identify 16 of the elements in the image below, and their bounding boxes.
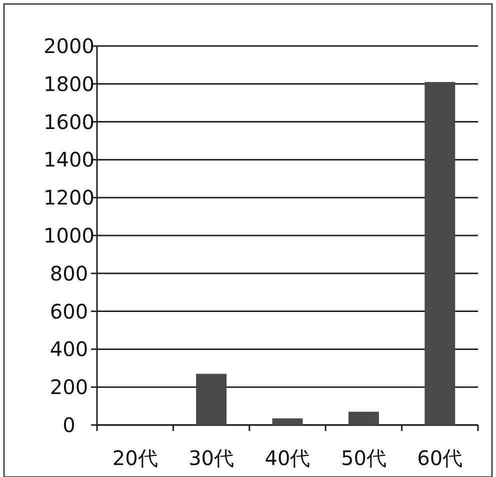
x-tick-label: 50代 [340, 446, 386, 470]
x-tick-label: 60代 [417, 446, 463, 470]
x-tick-label: 20代 [112, 446, 158, 470]
x-tick-label: 40代 [264, 446, 310, 470]
y-tick-label: 2000 [44, 34, 94, 58]
y-tick-label: 800 [50, 261, 88, 286]
x-tick-label: 30代 [188, 446, 234, 470]
y-tick-label: 200 [50, 375, 88, 400]
y-tick-label: 600 [50, 299, 88, 324]
y-tick-label: 1600 [44, 110, 94, 134]
y-tick-label: 1000 [44, 224, 94, 248]
y-tick-label: 1400 [44, 148, 94, 172]
y-tick-label: 0 [62, 413, 76, 437]
y-tick-label: 400 [50, 337, 88, 362]
y-tick-label: 1200 [44, 186, 94, 210]
y-tick-label: 1800 [44, 72, 94, 96]
